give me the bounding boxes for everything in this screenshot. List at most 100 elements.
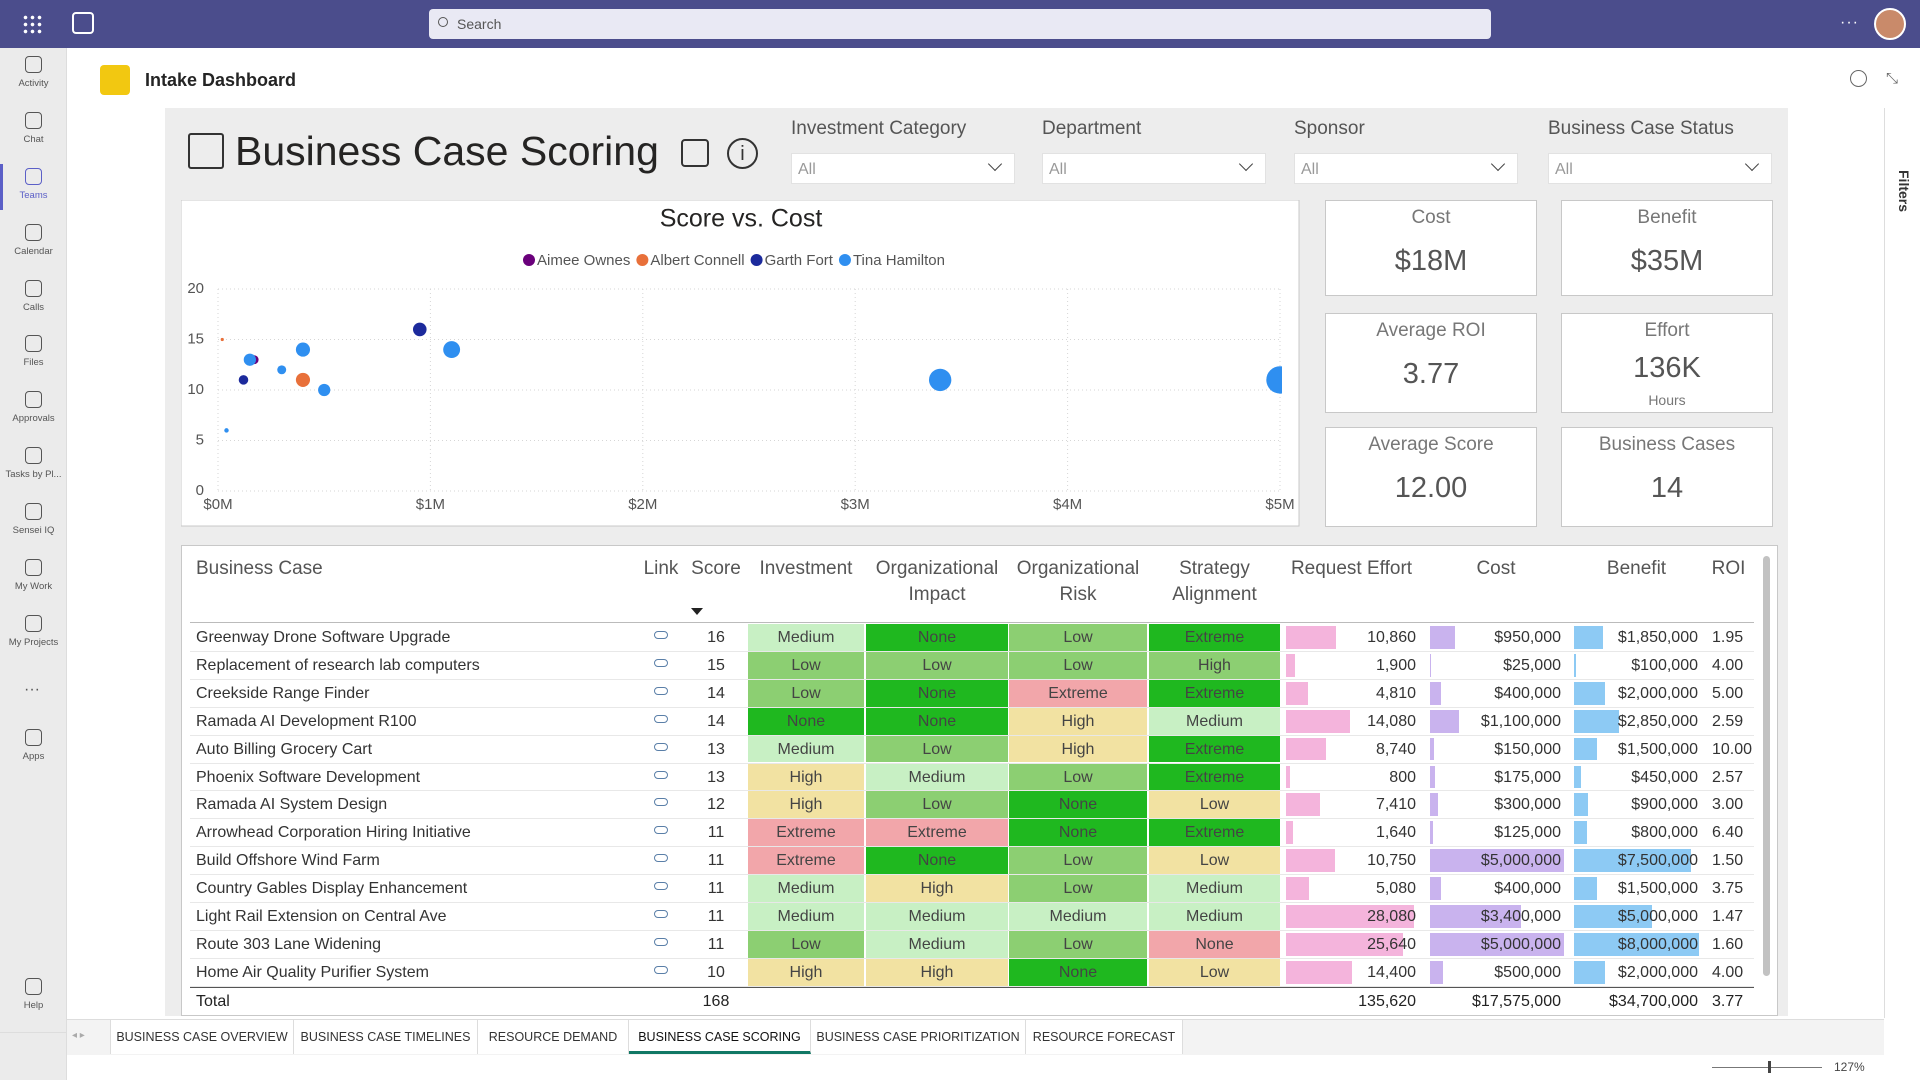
rail-item[interactable]: Files [0,331,67,383]
report-tab[interactable]: BUSINESS CASE OVERVIEW [110,1020,294,1054]
link-icon[interactable] [654,714,668,723]
column-header[interactable]: Request Effort [1290,558,1413,579]
kpi-label: Cost [1411,207,1451,228]
cell-name: Light Rail Extension on Central Ave [196,908,447,925]
tab-nav[interactable]: ◂ ▸ [72,1030,85,1041]
filter-dropdown[interactable]: All [1548,153,1772,184]
link-icon[interactable] [654,770,668,779]
kpi-label: Benefit [1637,207,1697,228]
column-header[interactable]: Strategy Alignment [1172,558,1257,605]
teams-logo[interactable] [72,12,94,34]
link-icon[interactable] [654,937,668,946]
link-icon[interactable] [654,826,668,835]
rail-item[interactable]: Activity [0,52,67,104]
info-icon[interactable]: i [727,138,758,169]
row-rule [190,678,1754,680]
link-icon[interactable] [654,854,668,863]
cell-roi: 10.00 [1712,740,1753,758]
rail-item[interactable]: Approvals [0,387,67,439]
column-header[interactable]: Benefit [1606,558,1667,579]
link-icon[interactable] [654,882,668,891]
column-header[interactable]: Business Case [196,558,323,579]
rail-item[interactable]: My Projects [0,611,67,663]
collapse-icon[interactable]: ⤡ [1886,70,1899,87]
column-header[interactable]: Link [643,558,679,579]
filter-dropdown[interactable]: All [1042,153,1266,184]
search-box[interactable]: Search [429,9,1491,39]
report-tab[interactable]: RESOURCE DEMAND [478,1020,629,1054]
data-bar [1430,681,1441,705]
report-tab[interactable]: RESOURCE FORECAST [1026,1020,1183,1054]
more-menu[interactable]: ··· [1840,14,1859,31]
rail-item[interactable]: My Work [0,555,67,607]
level-cell [1149,624,1280,651]
scrollbar-thumb[interactable] [1763,556,1770,976]
column-header[interactable]: Organizational Impact [875,558,999,605]
report-tab[interactable]: BUSINESS CASE TIMELINES [294,1020,478,1054]
rail-item[interactable]: Calls [0,276,67,328]
level-cell [1149,847,1280,875]
level-cell [866,763,1008,791]
data-bar [1286,737,1326,761]
y-tick-label: 5 [196,431,204,448]
row-rule [190,985,1754,987]
column-header[interactable]: Score [691,558,741,579]
zoom-slider[interactable] [1712,1067,1822,1068]
link-icon[interactable] [654,742,668,751]
rail-item[interactable]: Calendar [0,220,67,272]
avatar[interactable] [1874,8,1906,40]
filter-value: All [798,161,816,178]
rail-item[interactable]: Tasks by Pl... [0,443,67,495]
filter-dropdown[interactable]: All [791,153,1015,184]
report-tab[interactable]: BUSINESS CASE PRIORITIZATION [811,1020,1026,1054]
cell-score: 14 [707,712,725,730]
column-header[interactable]: Cost [1476,558,1516,579]
cell-number: $950,000 [1494,629,1561,646]
rail-item[interactable]: Sensei IQ [0,499,67,551]
cell-score: 15 [707,656,725,674]
chat-icon[interactable] [1850,70,1867,87]
bubble [238,375,249,385]
column-header[interactable]: Organizational Risk [1016,558,1140,605]
calendar-icon[interactable] [681,139,709,167]
bubble [295,342,311,357]
rail-item[interactable]: Chat [0,108,67,160]
link-icon[interactable] [654,798,668,807]
report-tab[interactable]: BUSINESS CASE SCORING [629,1020,811,1054]
x-tick-label: $1M [416,496,445,513]
sort-arrow[interactable] [691,608,703,615]
level-label: Medium [777,629,835,646]
level-cell [1009,903,1147,930]
zoom-thumb[interactable] [1768,1061,1771,1073]
level-label: Medium [1186,712,1243,730]
column-header[interactable]: ROI [1711,558,1746,579]
rail-item[interactable]: Teams [0,164,67,216]
rail-more[interactable]: ··· [24,681,40,698]
filter-dropdown[interactable]: All [1294,153,1518,184]
cell-roi: 4.00 [1712,656,1744,674]
link-icon[interactable] [654,658,668,667]
rail-item[interactable]: Help [0,974,67,1026]
tab-label: BUSINESS CASE PRIORITIZATION [816,1030,1020,1044]
link-icon[interactable] [654,965,668,974]
link-icon[interactable] [654,631,668,639]
link-icon[interactable] [654,686,668,695]
kpi-value: $35M [1630,245,1704,277]
app-launcher[interactable] [22,14,42,34]
level-cell [866,791,1008,819]
cell-score: 14 [707,684,725,702]
column-header[interactable]: Investment [759,558,853,579]
level-cell [748,819,864,847]
rail-icon [25,112,42,129]
level-cell [1009,930,1147,958]
rail-download[interactable] [0,1032,67,1076]
level-label: None [1058,824,1098,842]
level-label: High [1061,740,1095,758]
link-icon[interactable] [654,910,668,918]
rail-item[interactable]: Apps [0,725,67,777]
level-label: Low [791,935,821,953]
row-rule [190,762,1754,764]
filters-pane-label[interactable]: Filters [1896,170,1912,213]
level-label: Low [1063,935,1093,953]
